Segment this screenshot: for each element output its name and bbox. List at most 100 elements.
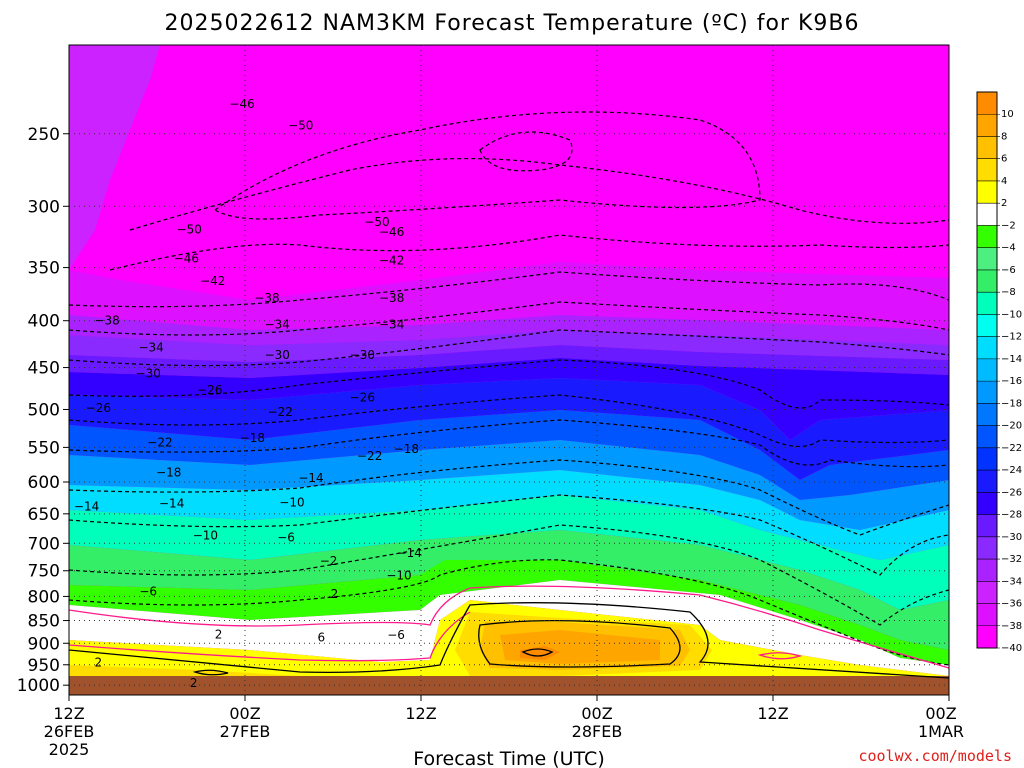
colorbar-swatch — [977, 425, 997, 449]
x-axis-label: Forecast Time (UTC) — [413, 748, 604, 768]
band-minus-2 — [69, 560, 949, 665]
colorbar-swatch — [977, 203, 997, 226]
x-tick-label: 00Z — [581, 704, 612, 723]
colorbar-tick-label: −18 — [1001, 398, 1022, 409]
contour-label: −34 — [379, 318, 404, 332]
colorbar: 10 8 6 4 2 −2 −4 −6 −8 −10 −12 −14 −16 −18 −20 −22 −24 −2… — [976, 91, 1022, 654]
contour-label: 2 — [331, 587, 339, 601]
zero-contour — [69, 585, 949, 669]
colorbar-tick-label: −38 — [1001, 621, 1022, 632]
colorbar-tick-label: −22 — [1001, 443, 1022, 454]
contour-label: −14 — [298, 471, 323, 485]
colorbar-swatch — [977, 92, 997, 115]
y-tick-label-950: 950 — [28, 656, 60, 676]
contour-label: 6 — [317, 630, 325, 644]
contour-label: 2 — [95, 656, 103, 670]
band-minus-6 — [69, 495, 949, 610]
contour-label: −30 — [350, 348, 375, 362]
contour-label: −30 — [136, 367, 161, 381]
contour-minus-10 — [69, 494, 949, 576]
colorbar-swatch — [977, 114, 997, 137]
contour-label: −22 — [268, 405, 293, 419]
y-tick-label-450: 450 — [28, 359, 60, 379]
contour-label: −14 — [74, 499, 99, 513]
contour-label: −22 — [357, 449, 382, 463]
colorbar-tick-label: −32 — [1001, 554, 1022, 565]
positive-contours — [69, 602, 949, 679]
contour-label: −26 — [197, 383, 222, 397]
contour-label: −10 — [386, 568, 411, 582]
contour-minus-22 — [69, 394, 949, 448]
contour-minus-42 — [109, 234, 949, 271]
contour-label: −38 — [254, 291, 279, 305]
colorbar-swatch — [977, 581, 997, 605]
band-purple-upper-left — [69, 45, 160, 270]
colorbar-tick-label: −16 — [1001, 376, 1022, 387]
site-credit: coolwx.com/models — [858, 747, 1012, 765]
contour-minus-6 — [69, 524, 949, 626]
contour-zero-upper — [69, 585, 949, 669]
y-tick-label-750: 750 — [28, 562, 60, 582]
contour-minus-14 — [69, 459, 949, 536]
contour-label: −50 — [177, 222, 202, 236]
contour-label: −22 — [147, 435, 172, 449]
colorbar-swatch — [977, 536, 997, 560]
contour-label: 2 — [190, 676, 198, 690]
contour-label: −10 — [193, 528, 218, 542]
contour-label: −14 — [397, 546, 422, 560]
colorbar-swatch — [977, 158, 997, 182]
colorbar-tick-label: −26 — [1001, 487, 1022, 498]
chart-title: 2025022612 NAM3KM Forecast Temperature (… — [165, 11, 860, 36]
contour-label: 2 — [215, 627, 223, 641]
y-tick-label-300: 300 — [28, 197, 60, 217]
colorbar-tick-label: −40 — [1001, 643, 1022, 654]
colorbar-tick-label: −6 — [1001, 265, 1016, 276]
band-minus-4 — [69, 530, 949, 650]
contour-label: −18 — [240, 431, 265, 445]
contour-zero-lower — [69, 611, 471, 662]
contour-label: −18 — [394, 442, 419, 456]
contour-minus-50-upper — [213, 111, 761, 220]
colorbar-swatch — [977, 381, 997, 404]
colorbar-swatch — [977, 403, 997, 427]
colorbar-tick-label: −10 — [1001, 309, 1022, 320]
y-tick-label-250: 250 — [28, 125, 60, 145]
colorbar-swatch — [977, 225, 997, 249]
y-tick-label-700: 700 — [28, 534, 60, 554]
y-tick-label-600: 600 — [28, 473, 60, 493]
colorbar-tick-label: −28 — [1001, 510, 1022, 521]
colorbar-tick-label: 8 — [1001, 131, 1007, 142]
contour-zero-pocket — [757, 652, 803, 660]
band-minus-14 — [69, 440, 949, 530]
plot-area: −46−50−50−46−42−38−38−34−34−30−30−26−26−… — [69, 45, 949, 695]
contour-minus-38 — [69, 271, 949, 308]
y-tick-label-800: 800 — [28, 587, 60, 607]
colorbar-swatch — [977, 247, 997, 271]
colorbar-swatch — [977, 625, 997, 649]
colorbar-tick-label: 4 — [1001, 176, 1007, 187]
y-tick-label-1000: 1000 — [17, 676, 60, 696]
band-minus-10 — [69, 470, 949, 560]
x-tick-label: 12Z — [53, 704, 84, 723]
band-minus-32 — [69, 330, 949, 362]
contour-plus-2 — [69, 602, 949, 679]
colorbar-tick-label: −4 — [1001, 243, 1016, 254]
contour-label: −26 — [350, 390, 375, 404]
colorbar-swatch — [977, 336, 997, 360]
contour-minus-26 — [69, 359, 949, 409]
x-tick-label: 00Z — [925, 704, 956, 723]
contour-label: −18 — [156, 466, 181, 480]
contour-label: −6 — [277, 531, 295, 545]
colorbar-tick-label: −36 — [1001, 599, 1022, 610]
contour-label: −34 — [265, 318, 290, 332]
band-minus-30 — [69, 345, 949, 378]
colorbar-swatch — [977, 292, 997, 315]
y-tick-label-650: 650 — [28, 505, 60, 525]
contour-label: −6 — [387, 628, 405, 642]
colorbar-swatch — [977, 180, 997, 204]
band-yellow-lower-left — [69, 665, 300, 676]
contour-label: −6 — [139, 584, 157, 598]
contour-label: −10 — [279, 496, 304, 510]
